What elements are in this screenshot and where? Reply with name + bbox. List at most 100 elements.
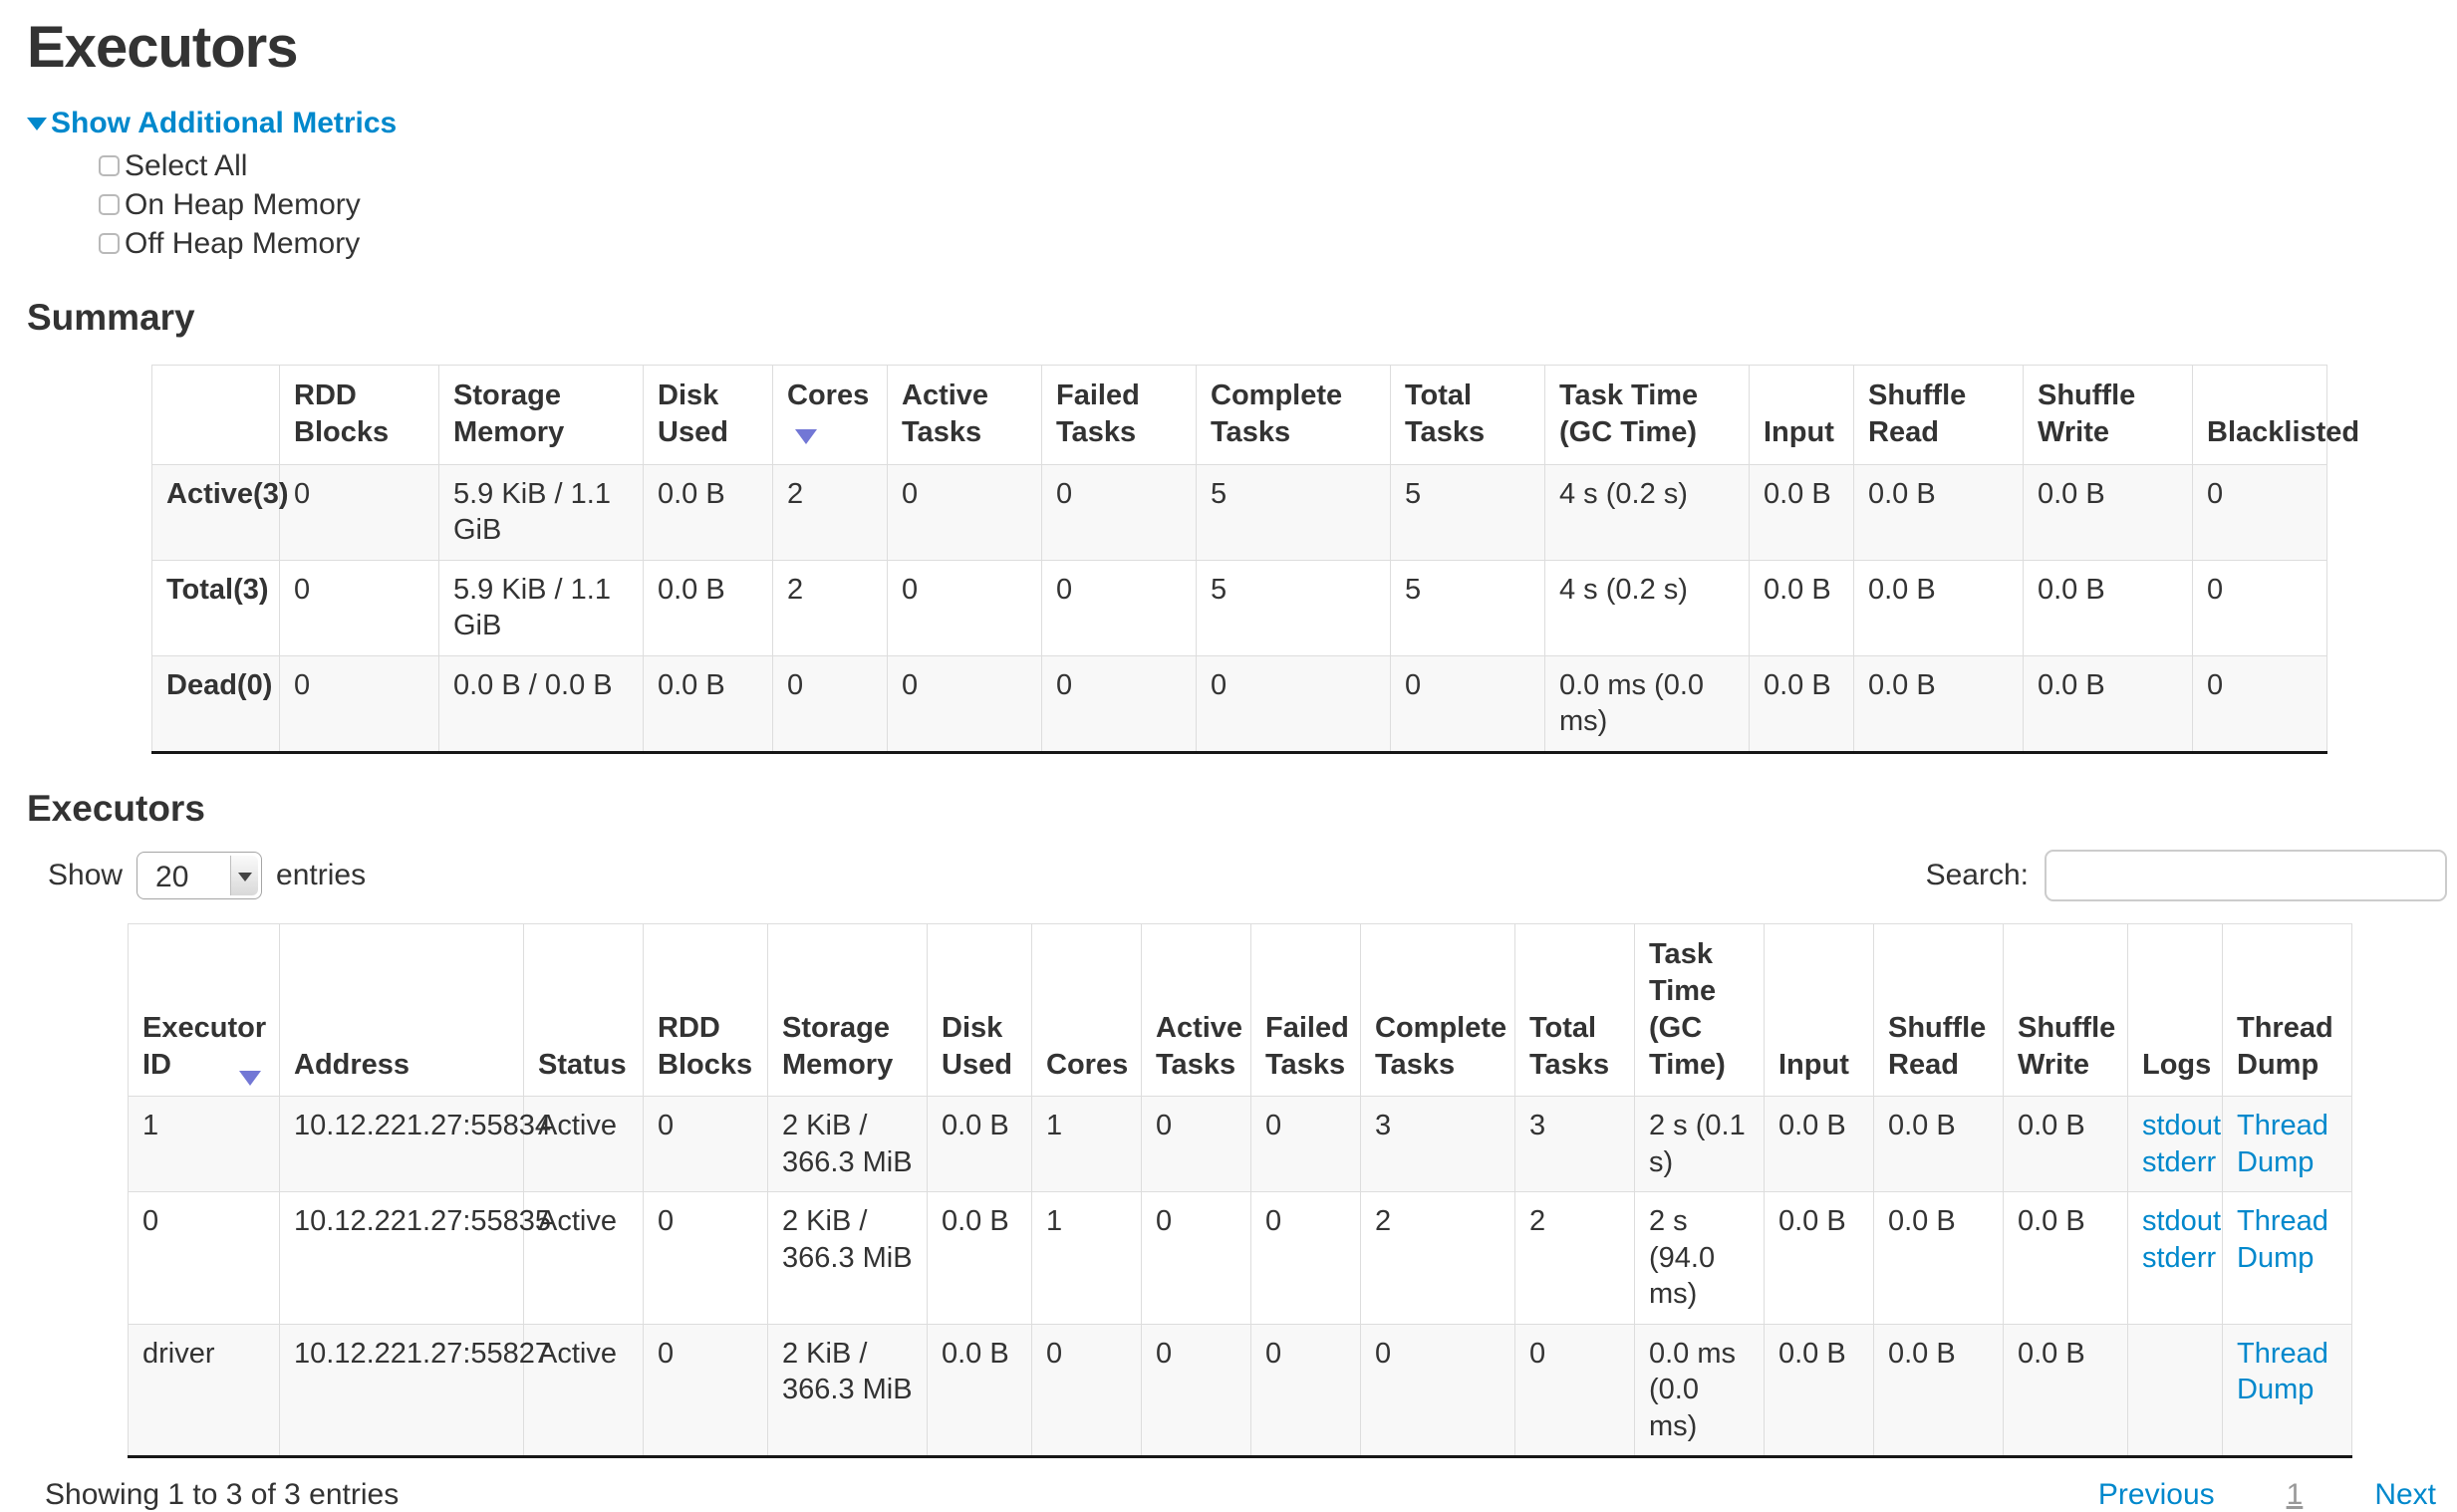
thread-dump-link[interactable]: Thread Dump xyxy=(2237,1205,2328,1274)
checkbox-select-all[interactable] xyxy=(99,155,120,177)
summary-col-total-tasks[interactable]: Total Tasks xyxy=(1390,365,1545,465)
summary-col-storage-memory[interactable]: Storage Memory xyxy=(438,365,644,465)
summary-row-active: Active(3) 0 5.9 KiB / 1.1 GiB 0.0 B 2 0 … xyxy=(151,463,2327,561)
next-page-button[interactable]: Next xyxy=(2374,1478,2436,1512)
page-number-button[interactable]: 1 xyxy=(2286,1478,2304,1512)
summary-col-complete-tasks[interactable]: Complete Tasks xyxy=(1196,365,1391,465)
table-cell: 2 xyxy=(772,463,888,561)
exec-col-address[interactable]: Address xyxy=(279,922,524,1098)
table-cell: 5 xyxy=(1390,463,1545,561)
metric-options-list: Select All On Heap Memory Off Heap Memor… xyxy=(99,146,2457,263)
search-input[interactable] xyxy=(2045,849,2447,901)
summary-col-rdd-blocks[interactable]: RDD Blocks xyxy=(279,365,439,465)
metric-option-on-heap-memory[interactable]: On Heap Memory xyxy=(99,185,2457,224)
table-cell: 0 xyxy=(1041,654,1197,753)
table-cell: 0.0 B xyxy=(2023,559,2193,656)
table-cell: 0 xyxy=(643,1323,768,1458)
previous-page-button[interactable]: Previous xyxy=(2097,1478,2215,1512)
table-cell: 0.0 B xyxy=(2003,1096,2128,1193)
table-cell: 0 xyxy=(279,654,439,753)
summary-col-blacklisted[interactable]: Blacklisted xyxy=(2192,365,2359,465)
summary-col-disk-used[interactable]: Disk Used xyxy=(643,365,773,465)
thread-dump-link[interactable]: Thread Dump xyxy=(2237,1110,2328,1178)
exec-col-cores[interactable]: Cores xyxy=(1031,922,1142,1098)
summary-col-task-time[interactable]: Task Time (GC Time) xyxy=(1544,365,1750,465)
entries-select[interactable]: 20 xyxy=(136,851,263,899)
sort-desc-icon xyxy=(239,1071,261,1087)
table-cell: 0 xyxy=(2192,559,2327,656)
table-cell: 0.0 ms (0.0 ms) xyxy=(1634,1323,1765,1458)
table-controls: Show 20 entries Search: xyxy=(48,849,2447,901)
table-cell: 0 xyxy=(1250,1096,1361,1193)
summary-col-shuffle-write[interactable]: Shuffle Write xyxy=(2023,365,2193,465)
table-cell: 3 xyxy=(1514,1096,1635,1193)
exec-col-task-time[interactable]: Task Time (GC Time) xyxy=(1634,922,1765,1098)
entries-label: entries xyxy=(276,858,367,891)
summary-col-cores[interactable]: Cores xyxy=(772,365,888,465)
exec-col-input[interactable]: Input xyxy=(1764,922,1874,1098)
table-cell: 0.0 B xyxy=(643,654,773,753)
summary-row-label: Dead(0) xyxy=(151,654,280,753)
stdout-link[interactable]: stdout xyxy=(2142,1205,2221,1238)
table-cell: 2 xyxy=(1514,1191,1635,1325)
caret-down-icon xyxy=(27,117,47,130)
table-cell: 2 KiB / 366.3 MiB xyxy=(767,1191,928,1325)
stderr-link[interactable]: stderr xyxy=(2142,1241,2217,1274)
exec-col-logs[interactable]: Logs xyxy=(2127,922,2223,1098)
summary-table: RDD Blocks Storage Memory Disk Used Core… xyxy=(151,365,2359,754)
summary-col-failed-tasks[interactable]: Failed Tasks xyxy=(1041,365,1197,465)
thread-dump-link[interactable]: Thread Dump xyxy=(2237,1337,2328,1406)
metric-option-off-heap-memory[interactable]: Off Heap Memory xyxy=(99,224,2457,263)
table-cell: 10.12.221.27:55835 xyxy=(279,1191,551,1325)
exec-col-failed-tasks[interactable]: Failed Tasks xyxy=(1250,922,1361,1098)
table-cell: 5.9 KiB / 1.1 GiB xyxy=(438,559,644,656)
exec-col-executor-id[interactable]: Executor ID xyxy=(128,922,280,1098)
table-cell: 3 xyxy=(1360,1096,1515,1193)
executors-heading: Executors xyxy=(27,787,205,829)
exec-col-status[interactable]: Status xyxy=(523,922,644,1098)
summary-row-label: Total(3) xyxy=(151,559,280,656)
summary-col-shuffle-read[interactable]: Shuffle Read xyxy=(1853,365,2024,465)
table-cell: 0 xyxy=(1141,1096,1251,1193)
table-cell: 0.0 B xyxy=(1764,1191,1874,1325)
exec-col-complete-tasks[interactable]: Complete Tasks xyxy=(1360,922,1515,1098)
summary-col-active-tasks[interactable]: Active Tasks xyxy=(887,365,1042,465)
summary-col-input[interactable]: Input xyxy=(1749,365,1854,465)
table-footer: Showing 1 to 3 of 3 entries Previous 1 N… xyxy=(45,1478,2436,1512)
table-cell: 0.0 B xyxy=(1749,463,1854,561)
executor-row: 0 10.12.221.27:55835 Active 0 2 KiB / 36… xyxy=(128,1191,2352,1325)
exec-col-rdd-blocks[interactable]: RDD Blocks xyxy=(643,922,768,1098)
exec-col-active-tasks[interactable]: Active Tasks xyxy=(1141,922,1251,1098)
executor-row: driver 10.12.221.27:55827 Active 0 2 KiB… xyxy=(128,1323,2352,1458)
entries-select-value: 20 xyxy=(155,860,189,893)
table-cell: 0.0 B xyxy=(2023,463,2193,561)
table-cell: 0 xyxy=(279,463,439,561)
summary-row-dead: Dead(0) 0 0.0 B / 0.0 B 0.0 B 0 0 0 0 0 … xyxy=(151,654,2327,753)
logs-cell xyxy=(2127,1323,2223,1458)
show-additional-metrics-link[interactable]: Show Additional Metrics xyxy=(27,107,397,140)
table-cell: 0.0 B xyxy=(1853,559,2024,656)
metric-option-select-all[interactable]: Select All xyxy=(99,146,2457,185)
table-cell: 0 xyxy=(1390,654,1545,753)
table-cell: 0.0 B xyxy=(1873,1191,2004,1325)
table-cell: 0 xyxy=(1360,1323,1515,1458)
table-cell: 0 xyxy=(887,559,1042,656)
exec-col-total-tasks[interactable]: Total Tasks xyxy=(1514,922,1635,1098)
table-cell: 0 xyxy=(128,1191,280,1325)
exec-col-shuffle-write[interactable]: Shuffle Write xyxy=(2003,922,2128,1098)
stdout-link[interactable]: stdout xyxy=(2142,1110,2221,1142)
table-cell: 0 xyxy=(1041,463,1197,561)
exec-col-thread-dump[interactable]: Thread Dump xyxy=(2222,922,2352,1098)
checkbox-off-heap-memory[interactable] xyxy=(99,233,120,255)
exec-col-shuffle-read[interactable]: Shuffle Read xyxy=(1873,922,2004,1098)
logs-cell: stdout stderr xyxy=(2127,1191,2223,1325)
table-cell: 0.0 B xyxy=(2023,654,2193,753)
table-cell: 1 xyxy=(1031,1096,1142,1193)
table-search: Search: xyxy=(1926,849,2447,901)
metric-option-label: Off Heap Memory xyxy=(125,226,361,260)
stderr-link[interactable]: stderr xyxy=(2142,1145,2217,1178)
exec-col-disk-used[interactable]: Disk Used xyxy=(927,922,1032,1098)
checkbox-on-heap-memory[interactable] xyxy=(99,194,120,216)
exec-col-storage-memory[interactable]: Storage Memory xyxy=(767,922,928,1098)
table-cell: 0 xyxy=(1031,1323,1142,1458)
